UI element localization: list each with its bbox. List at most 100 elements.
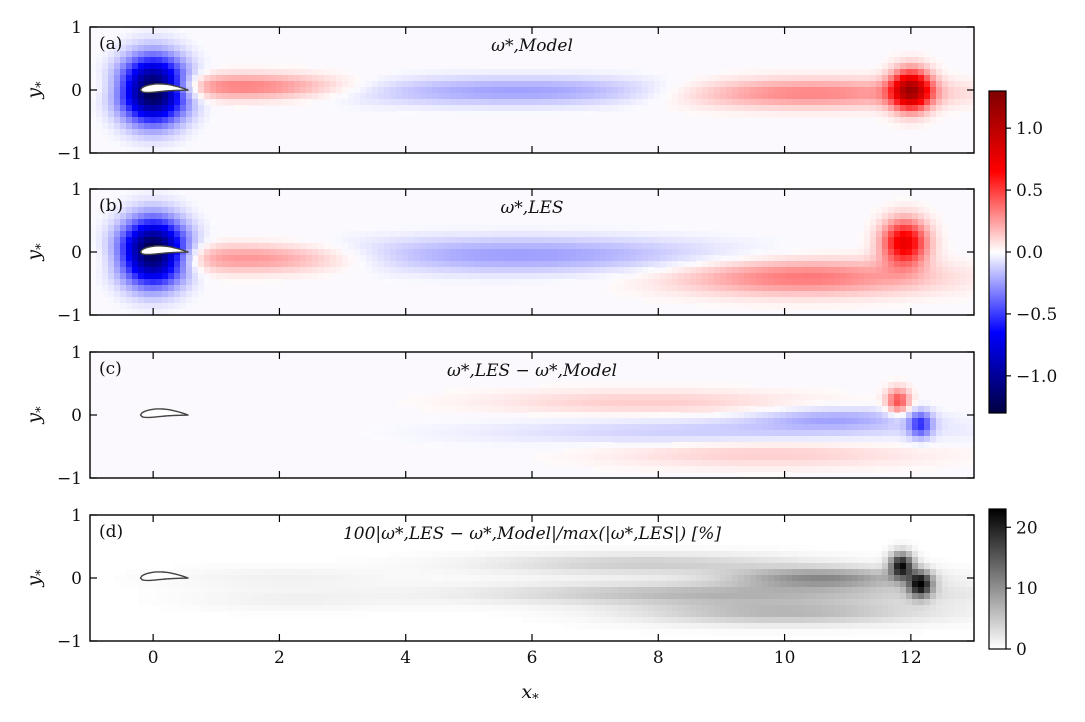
heatmap-cell	[510, 87, 517, 94]
heatmap-cell	[168, 117, 175, 124]
heatmap-cell	[180, 207, 187, 214]
heatmap-cell	[954, 111, 961, 118]
heatmap-cell	[528, 424, 535, 431]
heatmap-cell	[696, 99, 703, 106]
heatmap-cell	[222, 267, 229, 274]
heatmap-cell	[582, 430, 589, 437]
heatmap-cell	[156, 99, 163, 106]
heatmap-cell	[132, 141, 139, 148]
heatmap-cell	[948, 93, 955, 100]
heatmap-cell	[918, 51, 925, 58]
heatmap-cell	[330, 231, 337, 238]
heatmap-cell	[312, 267, 319, 274]
heatmap-cell	[600, 75, 607, 82]
heatmap-cell	[744, 81, 751, 88]
heatmap-cell	[150, 75, 157, 82]
heatmap-cell	[834, 563, 841, 570]
heatmap-cell	[792, 111, 799, 118]
heatmap-cell	[228, 279, 235, 286]
heatmap-cell	[936, 93, 943, 100]
heatmap-cell	[720, 466, 727, 473]
heatmap-cell	[540, 105, 547, 112]
heatmap-cell	[468, 87, 475, 94]
heatmap-cell	[810, 454, 817, 461]
heatmap-cell	[936, 99, 943, 106]
heatmap-cell	[894, 93, 901, 100]
heatmap-cell	[780, 303, 787, 310]
heatmap-cell	[624, 249, 631, 256]
heatmap-cell	[936, 111, 943, 118]
heatmap-cell	[396, 69, 403, 76]
heatmap-cell	[426, 563, 433, 570]
heatmap-cell	[750, 297, 757, 304]
panel-title: ω*,Model	[491, 36, 573, 56]
heatmap-cell	[624, 231, 631, 238]
heatmap-cell	[672, 382, 679, 389]
heatmap-cell	[636, 243, 643, 250]
heatmap-cell	[876, 255, 883, 262]
heatmap-cell	[810, 105, 817, 112]
heatmap-cell	[858, 231, 865, 238]
heatmap-cell	[846, 291, 853, 298]
heatmap-cell	[96, 105, 103, 112]
heatmap-cell	[762, 261, 769, 268]
heatmap-cell	[846, 551, 853, 558]
heatmap-cell	[762, 454, 769, 461]
heatmap-cell	[426, 273, 433, 280]
heatmap-cell	[630, 551, 637, 558]
heatmap-cell	[690, 231, 697, 238]
heatmap-cell	[762, 273, 769, 280]
heatmap-cell	[384, 105, 391, 112]
heatmap-cell	[582, 249, 589, 256]
heatmap-cell	[900, 123, 907, 130]
heatmap-cell	[354, 243, 361, 250]
heatmap-cell	[522, 442, 529, 449]
heatmap-cell	[150, 33, 157, 40]
heatmap-cell	[486, 442, 493, 449]
heatmap-cell	[402, 400, 409, 407]
heatmap-cell	[330, 237, 337, 244]
heatmap-cell	[906, 297, 913, 304]
heatmap-cell	[102, 291, 109, 298]
heatmap-cell	[858, 442, 865, 449]
heatmap-cell	[780, 93, 787, 100]
heatmap-cell	[738, 243, 745, 250]
heatmap-cell	[114, 51, 121, 58]
heatmap-cell	[870, 273, 877, 280]
heatmap-cell	[366, 563, 373, 570]
heatmap-cell	[258, 575, 265, 582]
heatmap-cell	[888, 442, 895, 449]
heatmap-cell	[552, 243, 559, 250]
heatmap-cell	[240, 93, 247, 100]
heatmap-cell	[702, 111, 709, 118]
heatmap-cell	[942, 563, 949, 570]
heatmap-cell	[900, 201, 907, 208]
heatmap-cell	[180, 297, 187, 304]
heatmap-cell	[966, 563, 973, 570]
heatmap-cell	[798, 569, 805, 576]
heatmap-cell	[456, 249, 463, 256]
heatmap-cell	[438, 225, 445, 232]
heatmap-cell	[666, 400, 673, 407]
heatmap-cell	[672, 225, 679, 232]
heatmap-cell	[390, 267, 397, 274]
heatmap-cell	[780, 545, 787, 552]
heatmap-cell	[186, 33, 193, 40]
heatmap-cell	[474, 551, 481, 558]
heatmap-cell	[414, 557, 421, 564]
heatmap-cell	[672, 551, 679, 558]
heatmap-cell	[804, 297, 811, 304]
heatmap-cell	[744, 75, 751, 82]
heatmap-cell	[114, 33, 121, 40]
heatmap-cell	[444, 430, 451, 437]
heatmap-cell	[270, 563, 277, 570]
heatmap-cell	[516, 551, 523, 558]
heatmap-cell	[600, 231, 607, 238]
heatmap-cell	[528, 75, 535, 82]
heatmap-cell	[438, 551, 445, 558]
heatmap-cell	[696, 400, 703, 407]
heatmap-cell	[120, 57, 127, 64]
heatmap-cell	[672, 400, 679, 407]
heatmap-cell	[882, 557, 889, 564]
heatmap-cell	[558, 551, 565, 558]
